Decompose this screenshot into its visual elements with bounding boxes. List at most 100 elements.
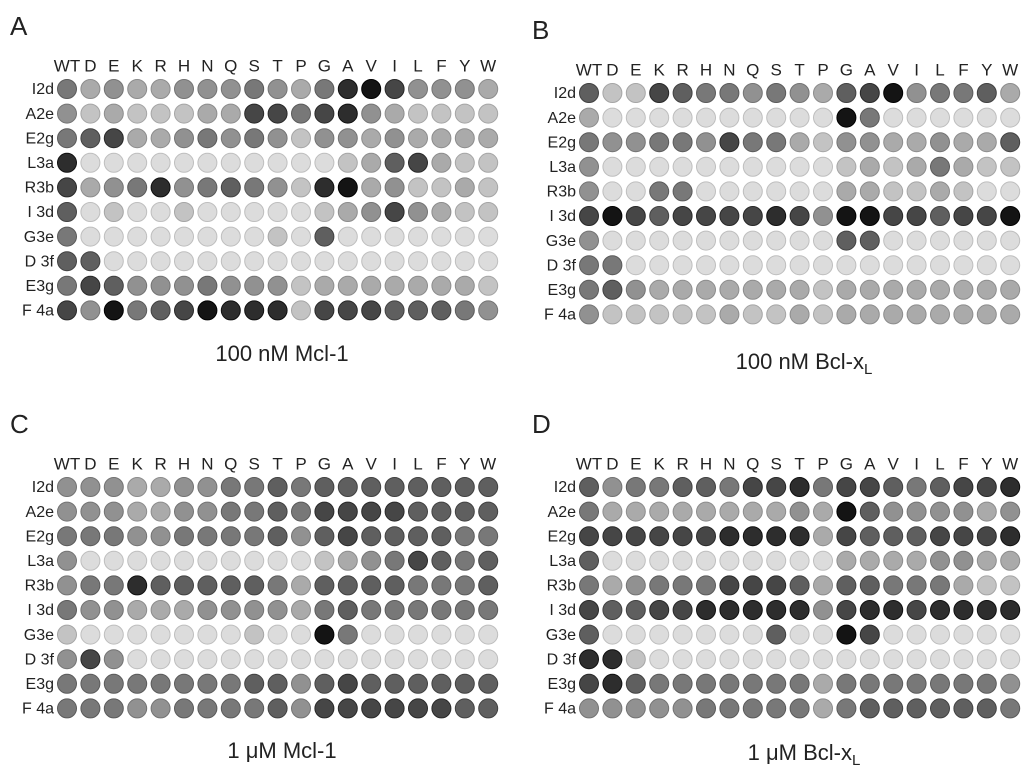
spot bbox=[362, 153, 381, 172]
spot bbox=[292, 576, 311, 595]
spot bbox=[954, 551, 973, 570]
spot bbox=[954, 231, 973, 250]
spot bbox=[128, 625, 147, 644]
spot bbox=[151, 699, 170, 718]
spot bbox=[931, 280, 950, 299]
spot bbox=[292, 301, 311, 320]
spot bbox=[673, 650, 692, 669]
spot bbox=[884, 502, 903, 521]
spot bbox=[268, 650, 287, 669]
spot bbox=[931, 182, 950, 201]
spot bbox=[1001, 231, 1020, 250]
column-label: E bbox=[108, 454, 119, 473]
spot bbox=[432, 178, 451, 197]
spot bbox=[81, 80, 100, 99]
spot bbox=[954, 280, 973, 299]
spot bbox=[315, 478, 334, 497]
spot bbox=[743, 674, 762, 693]
spot bbox=[385, 576, 404, 595]
column-label: W bbox=[1002, 454, 1018, 473]
spot bbox=[954, 305, 973, 324]
spot bbox=[151, 551, 170, 570]
spot bbox=[338, 301, 357, 320]
spot bbox=[104, 178, 123, 197]
spot bbox=[58, 178, 77, 197]
spot bbox=[409, 699, 428, 718]
spot bbox=[151, 80, 170, 99]
spot bbox=[128, 104, 147, 123]
column-label: H bbox=[178, 56, 190, 75]
spot bbox=[650, 551, 669, 570]
spot bbox=[81, 104, 100, 123]
spot bbox=[954, 207, 973, 226]
spot bbox=[720, 182, 739, 201]
column-label: F bbox=[958, 60, 968, 79]
spot bbox=[104, 301, 123, 320]
spot bbox=[1001, 674, 1020, 693]
spot bbox=[954, 674, 973, 693]
spot bbox=[104, 203, 123, 222]
spot bbox=[128, 178, 147, 197]
spot bbox=[432, 104, 451, 123]
spot bbox=[455, 674, 474, 693]
spot bbox=[315, 527, 334, 546]
spot bbox=[673, 207, 692, 226]
spot bbox=[338, 153, 357, 172]
spot bbox=[977, 699, 996, 718]
spot bbox=[315, 276, 334, 295]
spot bbox=[58, 502, 77, 521]
spot bbox=[790, 551, 809, 570]
spot bbox=[977, 478, 996, 497]
spot bbox=[626, 305, 645, 324]
spot bbox=[221, 153, 240, 172]
figure: AWTDEKRHNQSTPGAVILFYWI2dA2eE2gL3aR3bI 3d… bbox=[0, 0, 1021, 777]
spot bbox=[455, 276, 474, 295]
spot bbox=[837, 502, 856, 521]
spot bbox=[432, 527, 451, 546]
spot bbox=[385, 478, 404, 497]
spot bbox=[673, 551, 692, 570]
spot bbox=[385, 502, 404, 521]
spot bbox=[104, 674, 123, 693]
spot bbox=[767, 280, 786, 299]
column-label: G bbox=[840, 454, 853, 473]
spot bbox=[954, 527, 973, 546]
column-label: W bbox=[480, 454, 496, 473]
spot bbox=[650, 84, 669, 103]
spot bbox=[221, 129, 240, 148]
spot bbox=[697, 625, 716, 644]
spot bbox=[432, 80, 451, 99]
spot bbox=[650, 601, 669, 620]
spot bbox=[860, 527, 879, 546]
spot bbox=[720, 650, 739, 669]
spot bbox=[767, 182, 786, 201]
spot bbox=[221, 601, 240, 620]
spot bbox=[58, 478, 77, 497]
spot bbox=[673, 527, 692, 546]
column-label: D bbox=[606, 454, 618, 473]
spot bbox=[743, 601, 762, 620]
spot bbox=[175, 129, 194, 148]
spot bbox=[860, 256, 879, 275]
spot bbox=[977, 280, 996, 299]
spot bbox=[1001, 182, 1020, 201]
spot bbox=[455, 625, 474, 644]
spot bbox=[650, 231, 669, 250]
row-label: A2e bbox=[26, 106, 55, 123]
spot bbox=[977, 133, 996, 152]
column-label: G bbox=[318, 56, 331, 75]
row-label: G3e bbox=[24, 229, 54, 246]
row-label: E2g bbox=[548, 134, 576, 151]
spot bbox=[767, 527, 786, 546]
spot bbox=[268, 252, 287, 271]
spot bbox=[455, 601, 474, 620]
spot bbox=[455, 301, 474, 320]
spot bbox=[455, 129, 474, 148]
spot bbox=[790, 182, 809, 201]
row-label: A2e bbox=[26, 504, 55, 521]
spot bbox=[58, 276, 77, 295]
spot bbox=[743, 551, 762, 570]
spot bbox=[650, 305, 669, 324]
